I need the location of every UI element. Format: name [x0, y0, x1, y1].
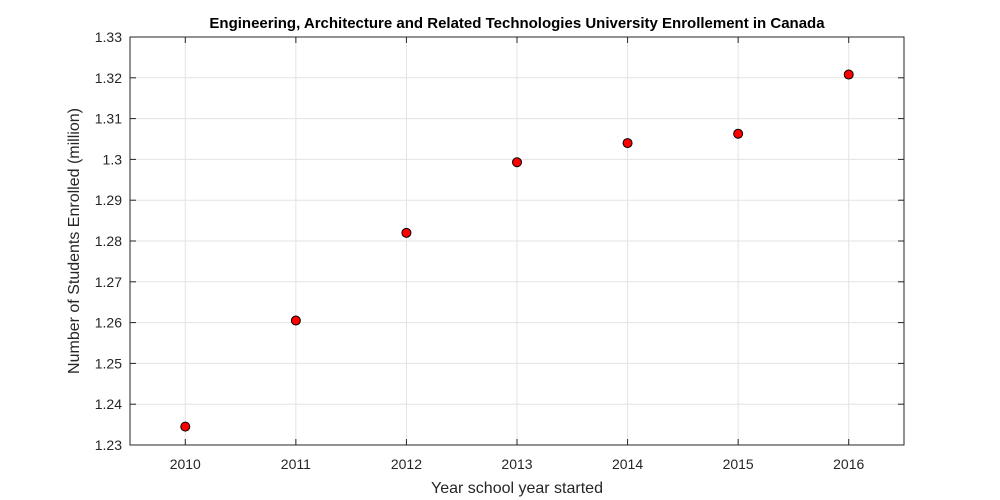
y-tick-label: 1.27 — [95, 274, 122, 290]
data-point — [622, 138, 633, 149]
y-tick-label: 1.26 — [95, 315, 122, 331]
data-point — [401, 227, 412, 238]
data-point — [733, 128, 744, 139]
y-tick-label: 1.28 — [95, 233, 122, 249]
x-tick-label: 2010 — [170, 456, 201, 472]
y-tick-label: 1.3 — [103, 151, 123, 167]
data-points — [180, 69, 854, 432]
y-axis-label: Number of Students Enrolled (million) — [66, 108, 83, 374]
y-tick-label: 1.29 — [95, 192, 122, 208]
data-point — [512, 157, 522, 168]
chart-title: Engineering, Architecture and Related Te… — [209, 15, 825, 32]
y-tick-labels: 1.23 1.24 1.25 1.26 1.27 1.28 1.29 1.3 1.31 1.32 1… — [95, 29, 122, 453]
y-tick-label: 1.23 — [95, 437, 122, 453]
x-tick-label: 2016 — [833, 456, 864, 472]
x-tick-label: 2012 — [391, 456, 422, 472]
x-axis-label: Year school year started — [431, 480, 603, 497]
x-tick-label: 2011 — [281, 456, 311, 472]
data-point — [180, 421, 191, 432]
grid-lines — [130, 36, 904, 446]
data-point — [843, 69, 854, 80]
y-tick-label: 1.32 — [95, 70, 122, 86]
data-point — [290, 315, 301, 326]
axis-ticks — [130, 36, 904, 446]
x-tick-label: 2014 — [612, 456, 643, 472]
y-tick-label: 1.25 — [95, 355, 122, 371]
y-tick-label: 1.33 — [95, 29, 122, 45]
x-tick-label: 2013 — [501, 456, 532, 472]
x-tick-labels: 2010 2011 2012 2013 2014 2015 2016 — [170, 456, 865, 472]
x-tick-label: 2015 — [723, 456, 754, 472]
y-tick-label: 1.24 — [95, 396, 122, 412]
y-tick-label: 1.31 — [95, 111, 122, 127]
